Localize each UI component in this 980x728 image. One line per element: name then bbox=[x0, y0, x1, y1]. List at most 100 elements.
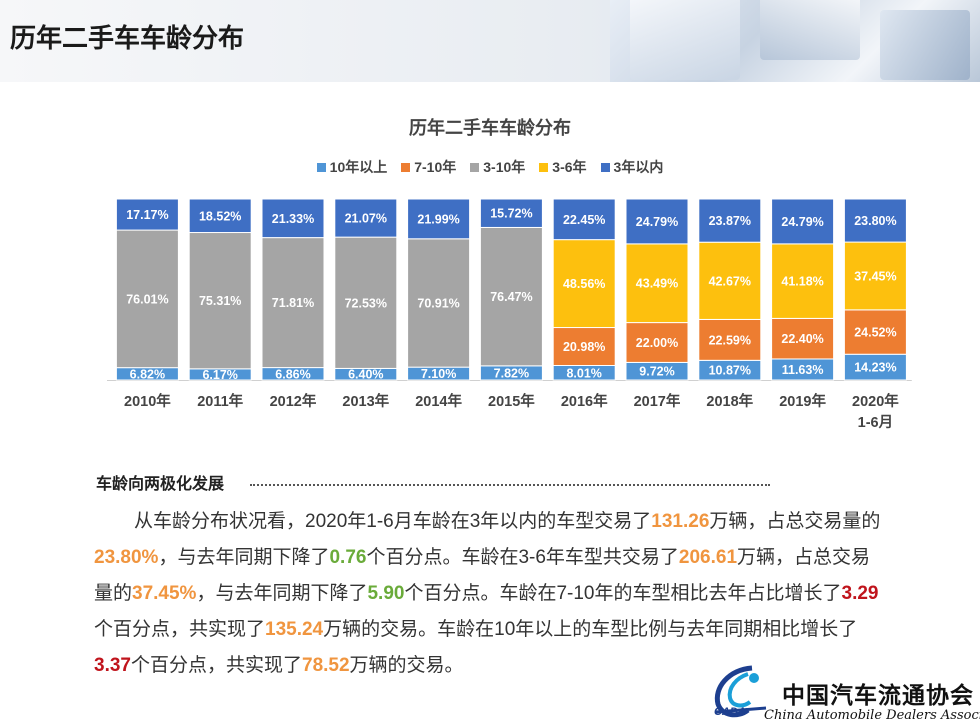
x-tick-label: 1-6月 bbox=[858, 414, 893, 431]
bar-segment bbox=[771, 317, 835, 360]
data-label: 76.01% bbox=[126, 292, 168, 306]
bar-stack: 6.82% 76.01% 17.17% bbox=[115, 198, 179, 381]
bar-segment bbox=[261, 198, 325, 239]
bar-stack: 6.86% 71.81% 21.33% bbox=[261, 198, 325, 381]
data-label: 6.40% bbox=[348, 368, 383, 382]
data-label: 6.17% bbox=[202, 368, 237, 382]
data-label: 14.23% bbox=[854, 361, 896, 375]
bar-segment bbox=[843, 198, 907, 243]
highlight-value: 131.26 bbox=[651, 511, 710, 532]
x-tick-label: 2014年 bbox=[415, 392, 462, 410]
legend-swatch bbox=[539, 163, 549, 172]
cada-logo: CADA 中国汽车流通协会 China Automobile Dealers A… bbox=[708, 662, 980, 728]
legend-label: 3年以内 bbox=[613, 159, 664, 175]
bar-segment bbox=[843, 241, 907, 311]
bar-stack: 7.82% 76.47% 15.72% bbox=[479, 198, 543, 381]
highlight-value: 3.37 bbox=[94, 655, 131, 676]
bar-stack: 14.23% 24.52% 37.45% 23.80% bbox=[843, 198, 907, 381]
legend-swatch bbox=[470, 163, 480, 172]
bar-stack: 6.17% 75.31% 18.52% bbox=[188, 198, 252, 382]
legend-item: 3-10年 bbox=[470, 157, 525, 177]
x-tick-label: 2011年 bbox=[197, 392, 243, 410]
decor-cube bbox=[880, 10, 970, 80]
data-label: 6.82% bbox=[130, 367, 165, 381]
bar-segment bbox=[771, 243, 835, 319]
bar-segment bbox=[552, 239, 616, 329]
highlight-value: 5.90 bbox=[367, 583, 405, 604]
bar-segment bbox=[334, 198, 398, 238]
paragraph-text: 万辆的交易。 bbox=[349, 655, 464, 676]
data-label: 24.79% bbox=[781, 215, 823, 229]
x-tick-label: 2016年 bbox=[561, 392, 608, 410]
x-tick-label: 2020年 bbox=[852, 392, 899, 410]
paragraph-text: 万辆，占总交易量的 bbox=[94, 547, 871, 604]
decor-cube bbox=[760, 0, 860, 60]
bar-stack: 7.10% 70.91% 21.99% bbox=[407, 198, 471, 381]
paragraph-text: 个百分点。车龄在7-10年的车型相比去年占比增长了 bbox=[404, 583, 842, 604]
bar-segment bbox=[188, 232, 252, 370]
header-banner: 历年二手车车龄分布 bbox=[0, 0, 980, 82]
bar-segment bbox=[407, 238, 471, 368]
data-label: 7.10% bbox=[421, 367, 456, 381]
data-label: 72.53% bbox=[345, 296, 387, 310]
bar-stack: 8.01% 20.98% 48.56% 22.45% bbox=[552, 198, 616, 381]
analysis-paragraph: 从车龄分布状况看，2020年1-6月车龄在3年以内的车型交易了131.26万辆，… bbox=[94, 504, 884, 684]
paragraph-text: 从车龄分布状况看，2020年1-6月车龄在3年以内的车型交易了 bbox=[134, 511, 652, 532]
legend-item: 7-10年 bbox=[401, 157, 456, 177]
bar-segment bbox=[479, 198, 543, 228]
logo-abbreviation: CADA bbox=[714, 706, 746, 718]
highlight-value: 37.45% bbox=[132, 583, 197, 604]
paragraph-text: 个百分点。车龄在3-6年车型共交易了 bbox=[366, 547, 679, 568]
bar-segment bbox=[261, 237, 325, 369]
bar-stack: 9.72% 22.00% 43.49% 24.79% bbox=[625, 198, 689, 381]
data-label: 15.72% bbox=[490, 207, 532, 221]
x-tick-label: 2019年 bbox=[779, 392, 826, 410]
data-label: 23.80% bbox=[854, 214, 896, 228]
data-label: 18.52% bbox=[199, 209, 241, 223]
legend-label: 3-10年 bbox=[483, 159, 526, 175]
paragraph-text: 万辆，占总交易量的 bbox=[709, 511, 881, 532]
data-label: 22.45% bbox=[563, 213, 605, 227]
cada-emblem-icon bbox=[714, 665, 767, 718]
section-heading: 车龄向两极化发展 bbox=[96, 476, 225, 493]
bar-segment bbox=[698, 198, 762, 243]
legend-item: 10年以上 bbox=[316, 157, 387, 177]
bar-segment bbox=[843, 309, 907, 355]
chart-title: 历年二手车车龄分布 bbox=[409, 118, 571, 138]
data-label: 22.59% bbox=[709, 333, 751, 347]
highlight-value: 135.24 bbox=[265, 619, 324, 640]
bar-segment bbox=[771, 198, 835, 245]
data-label: 42.67% bbox=[709, 274, 751, 288]
header-decoration bbox=[610, 0, 980, 82]
data-label: 24.52% bbox=[854, 326, 896, 340]
paragraph-text: 个百分点，共实现了 bbox=[94, 619, 266, 640]
paragraph-text: 万辆的交易。车龄在10年以上的车型比例与去年同期相比增长了 bbox=[323, 619, 858, 640]
data-label: 22.00% bbox=[636, 336, 678, 350]
data-label: 6.86% bbox=[275, 367, 310, 381]
bar-segment bbox=[843, 353, 907, 381]
x-tick-label: 2015年 bbox=[488, 392, 535, 410]
bar-segment bbox=[115, 229, 179, 369]
dotted-leader bbox=[250, 484, 770, 486]
data-label: 23.87% bbox=[709, 214, 751, 228]
bar-segment bbox=[407, 198, 471, 240]
data-label: 71.81% bbox=[272, 296, 314, 310]
data-label: 9.72% bbox=[639, 365, 674, 379]
data-label: 17.17% bbox=[126, 208, 168, 222]
legend-label: 7-10年 bbox=[414, 159, 457, 175]
data-label: 21.33% bbox=[272, 212, 314, 226]
paragraph-text: ，与去年同期下降了 bbox=[196, 583, 368, 604]
data-label: 24.79% bbox=[636, 215, 678, 229]
x-tick-label: 2018年 bbox=[706, 392, 753, 410]
bar-segment bbox=[188, 198, 252, 234]
data-label: 10.87% bbox=[709, 364, 751, 378]
x-tick-label: 2013年 bbox=[342, 392, 389, 410]
x-tick-label: 2010年 bbox=[124, 392, 171, 410]
highlight-value: 3.29 bbox=[841, 583, 879, 604]
data-label: 75.31% bbox=[199, 294, 241, 308]
legend-swatch bbox=[600, 163, 610, 172]
data-label: 41.18% bbox=[781, 275, 823, 289]
bar-stack: 11.63% 22.40% 41.18% 24.79% bbox=[771, 198, 835, 381]
bar-segment bbox=[552, 198, 616, 241]
bar-segment bbox=[552, 327, 616, 367]
